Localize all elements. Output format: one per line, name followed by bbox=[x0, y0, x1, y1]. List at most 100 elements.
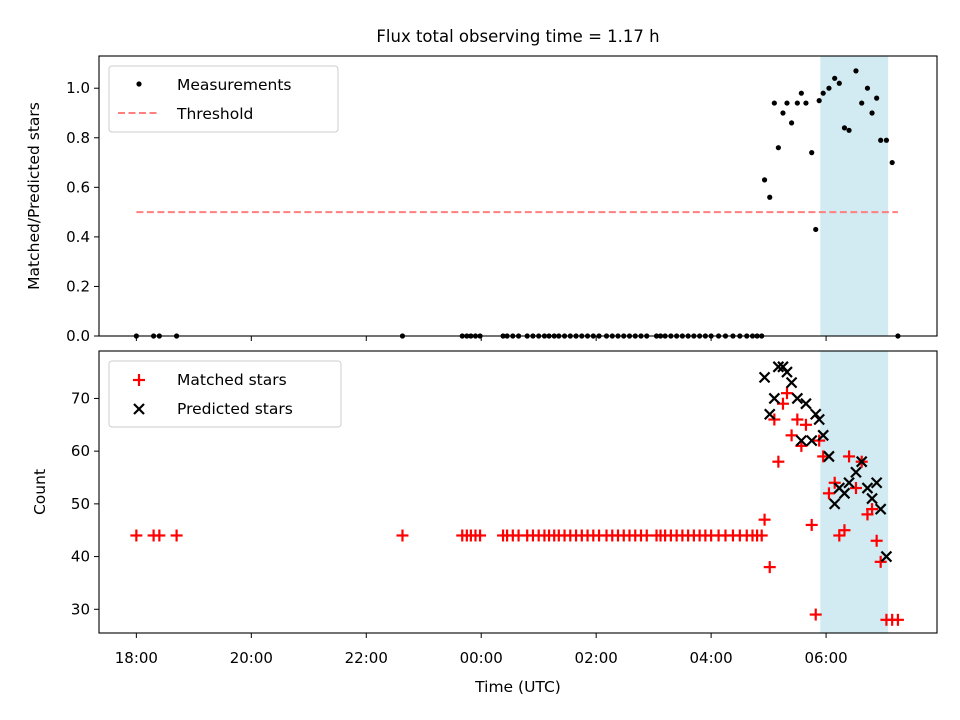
matched-star-point bbox=[170, 529, 183, 542]
y-tick-label: 40 bbox=[71, 548, 90, 566]
predicted-star-point bbox=[828, 498, 841, 510]
measurement-point bbox=[878, 137, 884, 143]
predicted-star-point bbox=[758, 371, 771, 384]
y-tick-label: 0.0 bbox=[66, 327, 90, 345]
y-tick-label: 70 bbox=[71, 389, 90, 407]
predicted-star-point bbox=[805, 434, 818, 447]
measurement-point bbox=[813, 226, 819, 233]
top-legend: Measurements Threshold bbox=[108, 65, 339, 133]
matched-star-point bbox=[805, 518, 818, 531]
predicted-star-point bbox=[813, 413, 825, 426]
matched-star-point bbox=[843, 450, 856, 463]
measurement-point bbox=[775, 145, 781, 151]
matched-star-point bbox=[822, 487, 835, 500]
predicted-star-point bbox=[823, 450, 835, 463]
measurement-point bbox=[820, 90, 826, 96]
predicted-star-point bbox=[838, 487, 851, 500]
measurement-point bbox=[809, 150, 815, 156]
matched-star-point bbox=[838, 524, 851, 537]
predicted-star-point bbox=[843, 476, 855, 489]
predicted-star-point bbox=[800, 397, 812, 410]
predicted-star-point bbox=[850, 466, 862, 479]
matched-star-point bbox=[791, 413, 804, 426]
matched-star-point bbox=[763, 561, 776, 574]
predicted-star-point bbox=[874, 503, 887, 515]
bottom-legend: Matched stars Predicted stars bbox=[108, 360, 342, 428]
predicted-star-point bbox=[809, 408, 822, 421]
bottom-panel: 30 40 50 60 70 18:00 20:00 22:00 00:00 02:00 04:0… bbox=[31, 350, 938, 696]
measurement-point bbox=[794, 100, 800, 106]
bottom-legend-box bbox=[108, 360, 342, 428]
measurement-point bbox=[784, 100, 790, 106]
predicted-star-point bbox=[772, 361, 785, 373]
matched-star-point bbox=[474, 529, 487, 542]
measurement-point bbox=[771, 100, 777, 106]
matched-star-point bbox=[130, 529, 143, 542]
legend-threshold-label: Threshold bbox=[176, 105, 253, 123]
legend-measurements-label: Measurements bbox=[177, 76, 292, 94]
y-tick-label: 0.6 bbox=[66, 178, 90, 196]
bottom-plot-frame bbox=[98, 350, 938, 634]
measurement-point bbox=[869, 110, 875, 116]
matched-star-point bbox=[755, 529, 768, 542]
x-axis-label: Time (UTC) bbox=[474, 678, 561, 696]
x-tick-label: 04:00 bbox=[690, 649, 733, 667]
bottom-x-ticks: 18:00 20:00 22:00 00:00 02:00 04:00 06:00 bbox=[115, 633, 848, 667]
legend-matched-marker bbox=[133, 374, 145, 386]
x-tick-label: 18:00 bbox=[115, 649, 158, 667]
y-tick-label: 0.4 bbox=[66, 228, 90, 246]
y-tick-label: 30 bbox=[71, 600, 90, 618]
legend-measurements-marker bbox=[136, 81, 142, 87]
matched-star-point bbox=[833, 529, 846, 542]
matched-star-point bbox=[153, 529, 166, 542]
x-tick-label: 22:00 bbox=[345, 649, 388, 667]
measurement-point bbox=[826, 85, 832, 91]
matched-star-points bbox=[130, 387, 904, 626]
matched-star-point bbox=[758, 513, 771, 526]
x-tick-label: 00:00 bbox=[460, 649, 503, 667]
matched-star-point bbox=[799, 418, 812, 431]
x-tick-label: 02:00 bbox=[575, 649, 618, 667]
bottom-shaded-window bbox=[820, 351, 889, 633]
matched-star-point bbox=[817, 450, 830, 463]
measurement-point bbox=[803, 100, 809, 106]
legend-predicted-label: Predicted stars bbox=[177, 400, 293, 418]
measurement-point bbox=[883, 137, 890, 143]
matched-star-point bbox=[780, 387, 793, 400]
predicted-star-point bbox=[817, 429, 829, 442]
predicted-star-point bbox=[866, 492, 878, 505]
matched-star-point bbox=[891, 613, 904, 626]
measurement-point bbox=[761, 177, 768, 183]
predicted-star-point bbox=[861, 482, 874, 494]
predicted-star-point bbox=[870, 476, 883, 489]
predicted-star-point bbox=[763, 408, 776, 421]
top-shaded-window bbox=[820, 56, 889, 336]
predicted-star-point bbox=[880, 550, 893, 563]
measurement-point bbox=[846, 127, 852, 133]
chart-title: Flux total observing time = 1.17 h bbox=[376, 27, 659, 46]
matched-star-point bbox=[785, 429, 798, 442]
matched-star-point bbox=[396, 529, 409, 542]
matched-star-point bbox=[809, 608, 822, 621]
top-x-ticks bbox=[135, 336, 827, 341]
legend-matched-label: Matched stars bbox=[177, 371, 287, 389]
y-tick-label: 1.0 bbox=[66, 79, 90, 97]
predicted-star-points bbox=[758, 361, 893, 563]
measurement-point bbox=[889, 159, 895, 166]
predicted-star-point bbox=[768, 392, 781, 405]
measurement-point bbox=[798, 90, 804, 96]
measurement-point bbox=[832, 75, 838, 81]
predicted-star-point bbox=[781, 366, 793, 378]
bottom-y-axis-label: Count bbox=[31, 469, 49, 515]
legend-predicted-marker bbox=[133, 403, 145, 415]
bottom-y-ticks: 30 40 50 60 70 bbox=[71, 389, 99, 618]
top-y-ticks: 0.0 0.2 0.4 0.6 0.8 1.0 bbox=[66, 79, 99, 345]
measurement-point bbox=[864, 85, 871, 91]
matched-star-point bbox=[874, 555, 887, 568]
y-tick-label: 0.2 bbox=[66, 277, 90, 295]
predicted-star-point bbox=[785, 376, 798, 389]
matched-star-point bbox=[866, 503, 879, 516]
matched-star-point bbox=[870, 534, 883, 547]
predicted-star-point bbox=[795, 434, 808, 447]
